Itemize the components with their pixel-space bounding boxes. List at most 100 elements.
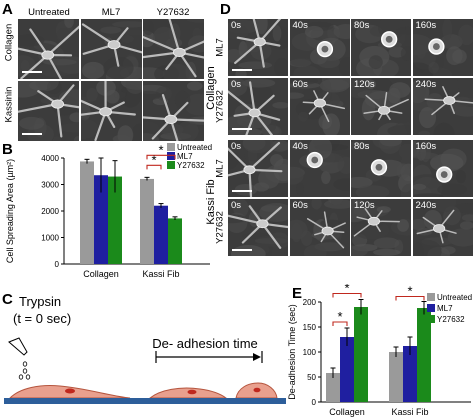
panel-a-micrograph — [143, 80, 204, 141]
legend-swatch — [427, 304, 435, 312]
panel-d-row-label: ML7 — [214, 158, 226, 178]
significance-bracket — [146, 164, 162, 170]
timepoint-label: 120s — [354, 79, 375, 90]
panel-a-row-collagen: Collagen — [3, 23, 15, 62]
timepoint-label: 120s — [354, 200, 375, 211]
bar-untreated — [389, 352, 403, 402]
trypsin-label: Trypsin — [19, 294, 61, 309]
panel-a-micrograph — [80, 19, 142, 79]
panel-d-timelapse-frame: 120s — [351, 78, 411, 135]
y-tick-label: 4000 — [41, 154, 59, 163]
y-axis-label: De-adhesion Time (sec) — [287, 304, 297, 400]
panel-d-timelapse-frame: 60s — [289, 199, 350, 256]
cell-nucleus — [253, 387, 261, 393]
droplet-icon — [22, 361, 28, 367]
panel-d-timelapse-frame: 0s — [228, 78, 288, 135]
legend-label: ML7 — [177, 152, 193, 161]
bar-y27632 — [354, 307, 368, 402]
panel-d-timelapse-frame: 240s — [412, 199, 473, 256]
x-tick-label: Collagen — [83, 269, 119, 279]
timepoint-label: 0s — [231, 200, 242, 211]
timepoint-label: 240s — [415, 79, 437, 90]
timepoint-label: 60s — [292, 79, 308, 90]
y-axis-label: Cell Spreading Area (µm²) — [5, 159, 15, 263]
significance-bracket — [146, 154, 176, 160]
deadhesion-label: De- adhesion time — [152, 336, 258, 351]
timepoint-label: 160s — [415, 141, 437, 152]
bar-ml7 — [94, 175, 108, 264]
panel-a-micrograph — [80, 80, 142, 141]
significance-bracket — [332, 321, 348, 326]
panel-a-micrograph — [18, 19, 79, 79]
legend-swatch — [167, 161, 175, 169]
significance-star: * — [344, 284, 349, 296]
panel-e-bar-chart: 0 50 100 150 200 De-adhesion Time (sec) Collag… — [287, 284, 472, 417]
legend-swatch — [167, 152, 175, 160]
bar-y27632 — [417, 308, 431, 402]
substrate — [4, 398, 286, 404]
bar-untreated — [80, 161, 94, 264]
scale-bar — [22, 132, 42, 135]
panel-e-label: E — [292, 285, 303, 302]
timepoint-label: 240s — [415, 200, 437, 211]
legend-swatch — [167, 143, 175, 151]
y-tick-label: 50 — [307, 373, 316, 382]
pipette-icon — [8, 337, 28, 356]
droplet-icon — [18, 374, 24, 380]
legend-label: Untreated — [437, 293, 472, 302]
legend-swatch — [427, 315, 435, 323]
panel-b-label: B — [2, 141, 13, 158]
scale-bar — [232, 128, 252, 130]
panel-a-label: A — [2, 1, 13, 18]
panel-c-label: C — [2, 291, 13, 308]
panel-d-timelapse-frame: 40s — [289, 140, 350, 197]
panel-a-col-ml7: ML7 — [101, 7, 121, 18]
legend-label: Y27632 — [177, 161, 205, 170]
scale-bar — [232, 249, 252, 251]
bar-untreated — [140, 178, 154, 264]
panel-d-timelapse-frame: 0s — [228, 140, 288, 197]
y-tick-label: 150 — [303, 323, 317, 332]
y-tick-label: 2000 — [41, 207, 59, 216]
cell-nucleus — [65, 388, 75, 394]
time-zero-label: (t = 0 sec) — [13, 311, 71, 326]
significance-star: * — [151, 152, 156, 167]
panel-a-col-y27632: Y27632 — [156, 7, 190, 18]
panel-a-row-kassinin: Kassinin — [3, 86, 15, 123]
panel-a-micrograph — [143, 19, 204, 79]
droplet-icon — [25, 374, 31, 380]
panel-d-timelapse-frame: 160s — [412, 19, 473, 76]
timepoint-label: 80s — [354, 141, 370, 152]
y-tick-label: 3000 — [41, 181, 59, 190]
timepoint-label: 0s — [231, 141, 242, 152]
bar-y27632 — [168, 218, 182, 264]
panel-d-timelapse-frame: 80s — [351, 140, 411, 197]
legend-swatch — [427, 293, 435, 301]
panel-d-timelapse-frame: 80s — [351, 19, 411, 76]
timepoint-label: 60s — [292, 200, 308, 211]
cell-nucleus — [187, 389, 197, 395]
arrow-head-icon — [253, 353, 261, 361]
timepoint-label: 0s — [231, 79, 242, 90]
bar-untreated — [326, 373, 340, 402]
panel-c-schematic: Trypsin (t = 0 sec) De- adhesion time — [4, 294, 286, 404]
panel-d-row-label: ML7 — [214, 37, 226, 57]
bar-y27632 — [108, 176, 122, 264]
timepoint-label: 0s — [231, 20, 242, 31]
significance-bracket — [395, 295, 425, 301]
panel-a-col-untreated: Untreated — [28, 7, 70, 18]
scale-bar — [22, 71, 42, 73]
bar-ml7 — [340, 337, 354, 402]
significance-star: * — [337, 309, 342, 324]
timepoint-label: 40s — [292, 141, 308, 152]
panel-d-timelapse-frame: 240s — [412, 78, 473, 135]
panel-d-timelapse-frame: 0s — [228, 19, 288, 76]
y-tick-label: 100 — [303, 348, 317, 357]
panel-d-timelapse-frame: 60s — [289, 78, 350, 135]
x-tick-label: Kassi Fib — [391, 407, 428, 417]
panel-d-row-label: Y27632 — [214, 210, 226, 244]
scale-bar — [232, 190, 252, 192]
panel-b-bar-chart: 0 1000 2000 3000 4000 Cell Spreading Area (µm… — [5, 142, 212, 279]
scale-bar — [232, 69, 252, 71]
timepoint-label: 80s — [354, 20, 370, 31]
